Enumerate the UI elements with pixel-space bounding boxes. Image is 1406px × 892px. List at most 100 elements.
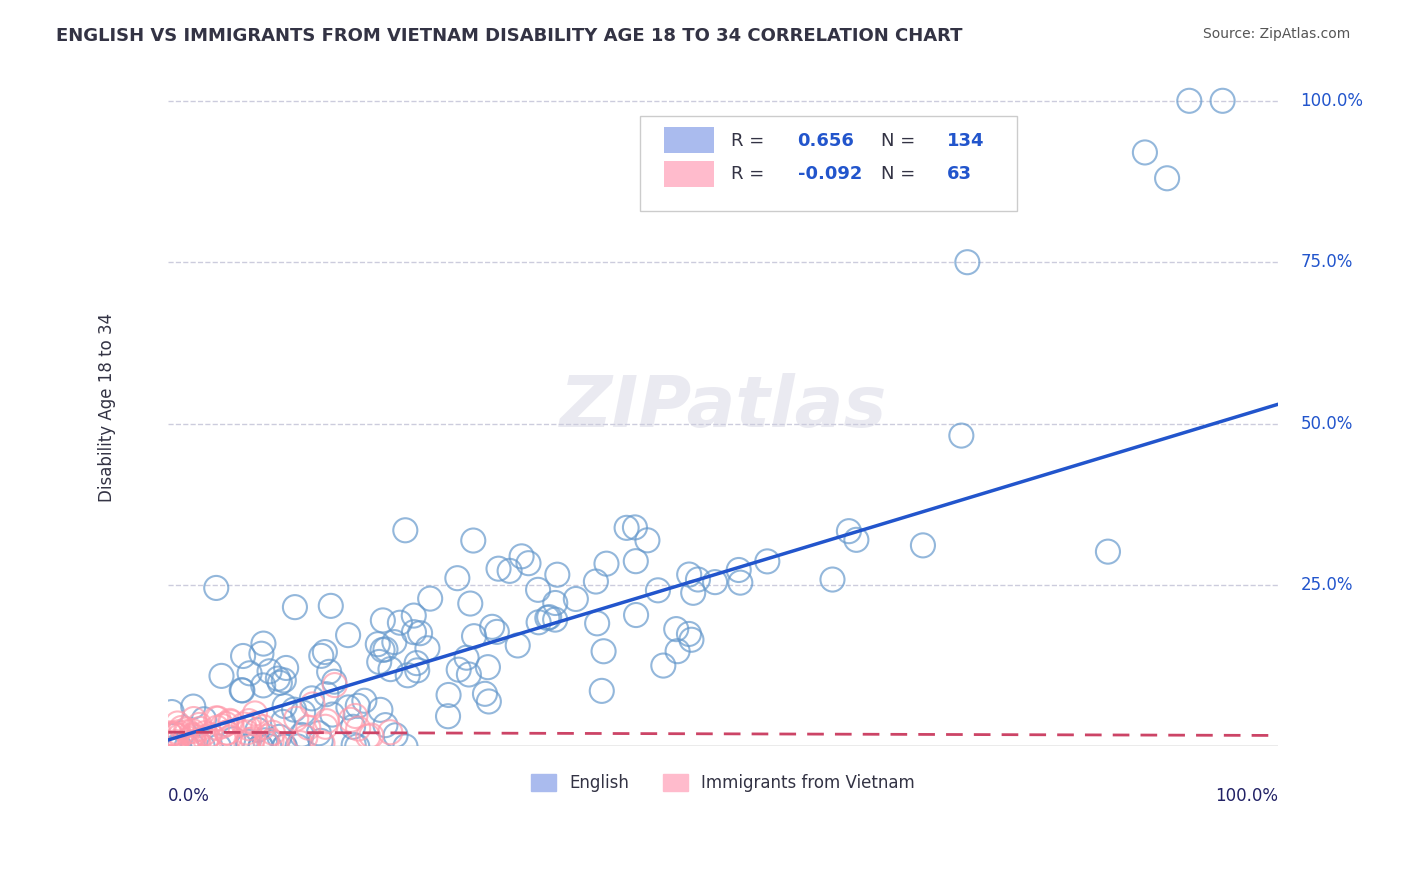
Legend: English, Immigrants from Vietnam: English, Immigrants from Vietnam <box>524 768 922 799</box>
Point <box>1133 145 1156 160</box>
Point <box>238 721 260 735</box>
Point <box>458 597 481 611</box>
Point <box>950 428 973 442</box>
Point <box>678 567 700 582</box>
Text: 0.656: 0.656 <box>797 132 855 150</box>
Point <box>252 720 274 734</box>
Point <box>838 524 860 538</box>
Point <box>405 656 427 670</box>
Point <box>686 573 709 587</box>
Point <box>343 738 366 752</box>
Point <box>681 632 703 647</box>
Point <box>416 641 439 656</box>
Point <box>167 725 190 739</box>
Point <box>218 731 240 745</box>
Point <box>208 739 231 754</box>
FancyBboxPatch shape <box>640 116 1018 211</box>
Point <box>181 699 204 714</box>
Point <box>485 624 508 639</box>
Point <box>315 687 337 701</box>
Point <box>215 726 238 740</box>
Text: R =: R = <box>731 132 765 150</box>
Point <box>371 643 394 657</box>
Point <box>1212 94 1234 108</box>
Point <box>353 694 375 708</box>
FancyBboxPatch shape <box>665 161 714 187</box>
Point <box>456 650 478 665</box>
Point <box>616 521 638 535</box>
Point <box>254 736 277 750</box>
Point <box>162 726 184 740</box>
Point <box>488 562 510 576</box>
Point <box>242 732 264 747</box>
Point <box>249 739 271 754</box>
Point <box>169 729 191 743</box>
Point <box>181 739 204 754</box>
Point <box>370 703 392 717</box>
Text: ZIPatlas: ZIPatlas <box>560 373 887 442</box>
Point <box>235 736 257 750</box>
Point <box>636 533 658 548</box>
Point <box>292 706 315 720</box>
Point <box>314 645 336 659</box>
Point <box>323 674 346 689</box>
Point <box>260 734 283 748</box>
Point <box>1156 171 1178 186</box>
Point <box>176 725 198 739</box>
Point <box>301 698 323 712</box>
Point <box>371 614 394 628</box>
Text: 134: 134 <box>948 132 984 150</box>
Point <box>477 660 499 674</box>
Point <box>222 732 245 747</box>
Point <box>271 714 294 729</box>
Point <box>269 676 291 690</box>
Point <box>238 733 260 747</box>
Point <box>394 523 416 537</box>
Point <box>347 722 370 736</box>
Point <box>406 664 429 678</box>
Point <box>337 628 360 642</box>
Point <box>207 712 229 726</box>
Point <box>956 255 979 269</box>
Point <box>273 699 295 714</box>
Point <box>481 620 503 634</box>
Point <box>323 678 346 692</box>
Point <box>1178 94 1201 108</box>
Point <box>394 739 416 754</box>
Point <box>245 716 267 731</box>
Point <box>274 739 297 754</box>
Point <box>259 739 281 754</box>
Point <box>704 575 727 590</box>
Point <box>380 725 402 739</box>
Point <box>536 611 558 625</box>
Point <box>402 608 425 623</box>
Text: ENGLISH VS IMMIGRANTS FROM VIETNAM DISABILITY AGE 18 TO 34 CORRELATION CHART: ENGLISH VS IMMIGRANTS FROM VIETNAM DISAB… <box>56 27 963 45</box>
Point <box>339 713 361 727</box>
Point <box>194 726 217 740</box>
Point <box>181 729 204 743</box>
Point <box>215 725 238 739</box>
Point <box>311 648 333 663</box>
Point <box>544 596 567 610</box>
Point <box>546 567 568 582</box>
Point <box>506 639 529 653</box>
Point <box>463 629 485 643</box>
Point <box>211 719 233 733</box>
Text: R =: R = <box>731 165 765 183</box>
Point <box>308 726 330 740</box>
Point <box>1097 544 1119 558</box>
Point <box>183 736 205 750</box>
Point <box>165 728 187 742</box>
Point <box>396 668 419 682</box>
Point <box>297 721 319 735</box>
Point <box>409 626 432 640</box>
Point <box>498 564 520 578</box>
Point <box>186 734 208 748</box>
Point <box>232 717 254 731</box>
Point <box>446 571 468 585</box>
Point <box>678 627 700 641</box>
Point <box>256 730 278 744</box>
Point <box>311 736 333 750</box>
Point <box>388 615 411 630</box>
Point <box>283 703 305 717</box>
